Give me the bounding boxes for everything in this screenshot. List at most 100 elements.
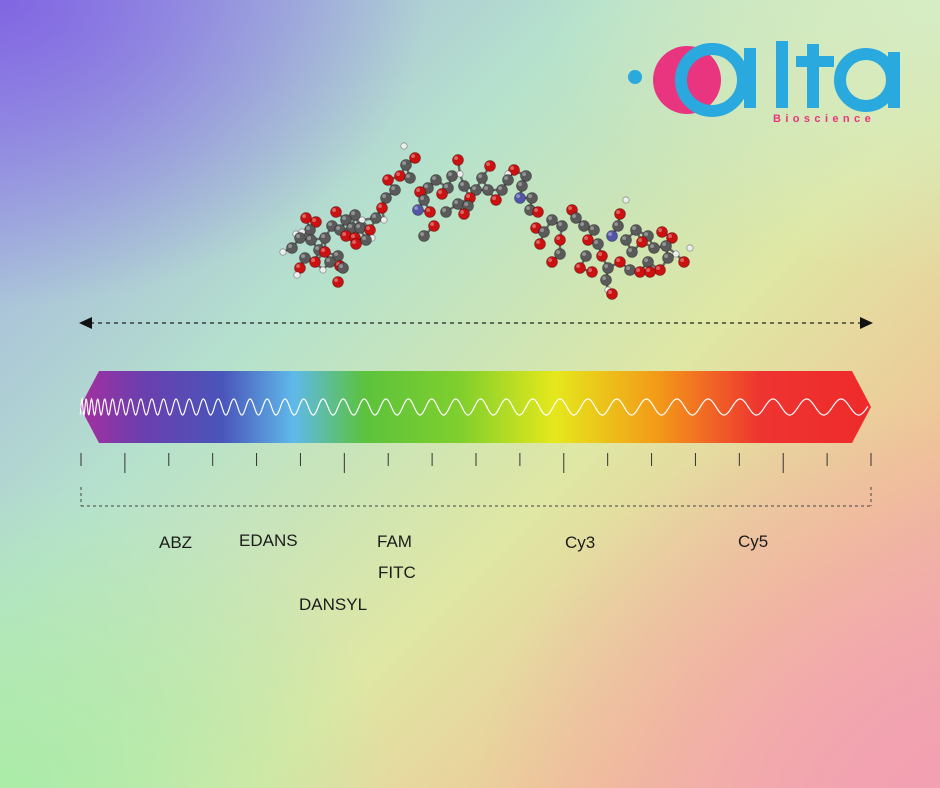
hydrogen-atom xyxy=(319,266,327,274)
carbon-atom xyxy=(602,262,614,274)
spectrum-band xyxy=(80,371,871,443)
atom-highlight xyxy=(492,196,497,200)
hydrogen-atom xyxy=(293,271,301,279)
atom-highlight xyxy=(454,200,459,204)
atom-highlight xyxy=(576,264,580,269)
atom-highlight xyxy=(311,258,316,263)
atom-highlight xyxy=(650,244,654,248)
nitrogen-atom xyxy=(606,230,618,242)
oxygen-atom xyxy=(614,208,626,220)
nitrogen-atom xyxy=(412,204,424,216)
oxygen-atom xyxy=(409,152,421,164)
oxygen-atom xyxy=(484,160,496,172)
atom-highlight xyxy=(646,268,650,273)
carbon-atom xyxy=(294,232,306,244)
dye-label-cy3: Cy3 xyxy=(565,533,596,552)
atom-highlight xyxy=(604,264,608,269)
atom-highlight xyxy=(414,206,419,210)
carbon-atom xyxy=(600,274,612,286)
oxygen-atom xyxy=(582,234,594,246)
atom-highlight xyxy=(622,236,626,240)
atom-highlight xyxy=(460,210,465,214)
oxygen-atom xyxy=(319,246,331,258)
oxygen-atom xyxy=(666,232,678,244)
carbon-atom xyxy=(360,234,372,246)
carbon-atom xyxy=(520,170,532,182)
atom-highlight xyxy=(594,240,598,244)
atom-highlight xyxy=(644,232,648,236)
carbon-atom xyxy=(620,234,632,246)
dye-label-dansyl: DANSYL xyxy=(299,595,368,614)
atom-highlight xyxy=(505,171,508,175)
carbon-atom xyxy=(592,238,604,250)
atom-highlight xyxy=(584,236,588,240)
oxygen-atom xyxy=(376,202,388,214)
logo-a2-stem xyxy=(888,52,900,108)
atom-highlight xyxy=(348,224,353,228)
carbon-atom xyxy=(380,192,392,204)
oxygen-atom xyxy=(534,238,546,250)
atom-highlight xyxy=(301,254,306,258)
atom-highlight xyxy=(339,264,344,269)
oxygen-atom xyxy=(436,188,448,200)
oxygen-atom xyxy=(678,256,690,268)
molecule-model xyxy=(279,142,694,300)
carbon-atom xyxy=(578,220,590,232)
carbon-atom xyxy=(556,220,568,232)
oxygen-atom xyxy=(656,226,668,238)
oxygen-atom xyxy=(644,266,656,278)
atom-highlight xyxy=(548,216,552,220)
atom-highlight xyxy=(396,172,401,176)
atom-highlight xyxy=(556,250,560,254)
atom-highlight xyxy=(656,266,660,271)
carbon-atom xyxy=(648,242,660,254)
spectrum-diagram xyxy=(79,317,873,507)
atom-highlight xyxy=(516,194,520,198)
dye-label-fitc: FITC xyxy=(378,563,416,582)
oxygen-atom xyxy=(330,206,342,218)
carbon-atom xyxy=(630,224,642,236)
atom-highlight xyxy=(351,211,356,215)
carbon-atom xyxy=(496,184,508,196)
atom-highlight xyxy=(424,184,429,188)
atom-highlight xyxy=(402,161,407,165)
carbon-atom xyxy=(430,174,442,186)
atom-highlight xyxy=(280,249,283,253)
atom-highlight xyxy=(306,226,311,230)
carbon-atom xyxy=(337,262,349,274)
atom-highlight xyxy=(588,268,592,273)
atom-highlight xyxy=(356,224,361,228)
oxygen-atom xyxy=(300,212,312,224)
atom-highlight xyxy=(636,268,640,273)
carbon-atom xyxy=(580,250,592,262)
atom-highlight xyxy=(416,188,421,192)
atom-highlight xyxy=(526,206,530,210)
carbon-atom xyxy=(526,192,538,204)
atom-highlight xyxy=(444,184,449,188)
atom-highlight xyxy=(518,182,522,186)
logo-a-ring xyxy=(675,43,749,117)
atom-highlight xyxy=(628,248,632,252)
atom-highlight xyxy=(687,245,690,249)
atom-highlight xyxy=(616,210,620,214)
dye-label-cy5: Cy5 xyxy=(738,532,769,551)
atom-highlight xyxy=(632,226,636,230)
carbon-atom xyxy=(502,174,514,186)
atom-highlight xyxy=(457,171,460,175)
carbon-atom xyxy=(440,206,452,218)
atom-highlight xyxy=(299,229,302,233)
atom-highlight xyxy=(662,242,666,246)
atom-highlight xyxy=(334,252,339,256)
carbon-atom xyxy=(404,172,416,184)
atom-highlight xyxy=(558,222,562,226)
atom-highlight xyxy=(556,236,560,240)
atom-highlight xyxy=(644,258,648,263)
atom-highlight xyxy=(454,156,459,160)
atom-highlight xyxy=(366,226,371,230)
atom-highlight xyxy=(294,272,297,275)
atom-highlight xyxy=(430,222,435,226)
carbon-atom xyxy=(538,226,550,238)
atom-highlight xyxy=(626,266,630,271)
carbon-atom xyxy=(662,252,674,264)
range-arrow-left-head xyxy=(79,317,92,329)
